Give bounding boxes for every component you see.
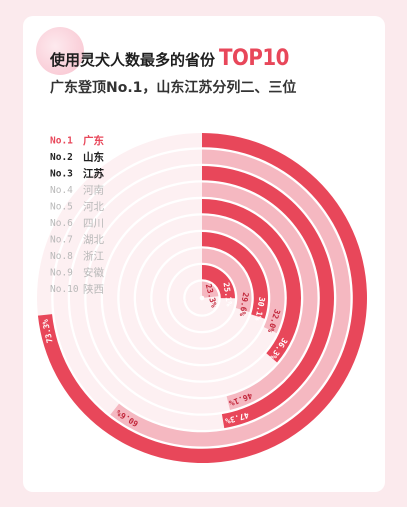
rank-label-group: No.1 广东 No.2 山东 No.3 江苏 No.4 河南 No.5 河北 No.6 四川 No.7… — [50, 134, 104, 296]
title-main: 使用灵犬人数最多的省份 — [50, 51, 216, 69]
bar-河南 — [202, 182, 318, 411]
ring-track-8 — [152, 248, 250, 348]
province-label: 四川 — [83, 218, 104, 230]
province-label: 陕西 — [83, 283, 104, 296]
rank-label: No.4 — [50, 185, 73, 196]
province-label: 江苏 — [83, 167, 104, 180]
track-group — [36, 133, 278, 430]
rank-label: No.2 — [50, 152, 73, 163]
rank-label: No.6 — [50, 218, 73, 229]
bar-山东 — [110, 149, 351, 447]
rank-label: No.10 — [50, 284, 79, 295]
chart-subtitle: 广东登顶No.1，山东江苏分列二、三位 — [50, 80, 297, 96]
ring-track-5 — [102, 199, 278, 397]
province-label: 浙江 — [83, 251, 104, 263]
ring-track-10 — [185, 281, 219, 315]
rank-label: No.8 — [50, 251, 73, 262]
province-label: 河南 — [83, 184, 104, 197]
province-label: 山东 — [83, 151, 104, 164]
ring-track-2 — [53, 149, 202, 415]
province-label: 安徽 — [83, 266, 104, 279]
value-label: 29.6% — [238, 292, 250, 317]
bar-浙江 — [202, 248, 252, 313]
title-highlight: TOP10 — [219, 46, 289, 71]
chart-title: 使用灵犬人数最多的省份 TOP10 — [50, 46, 289, 76]
bar-河北 — [202, 199, 301, 363]
rank-label: No.3 — [50, 169, 73, 180]
bar-group — [37, 133, 367, 463]
rank-label: No.9 — [50, 268, 73, 279]
rank-label: No.1 — [50, 136, 73, 147]
rank-label: No.7 — [50, 235, 73, 246]
ring-track-9 — [168, 265, 235, 332]
province-label: 河北 — [83, 201, 104, 213]
bar-江苏 — [202, 166, 334, 429]
decorative-circle — [36, 27, 84, 75]
bar-陕西 — [202, 281, 219, 298]
value-label: 25.1% — [222, 282, 234, 307]
province-label: 广东 — [83, 134, 104, 147]
bar-四川 — [202, 215, 285, 334]
value-label: 30.1% — [253, 296, 266, 322]
province-label: 湖北 — [83, 234, 104, 246]
bar-安徽 — [202, 265, 235, 299]
bar-湖北 — [202, 232, 269, 319]
ring-track-1 — [36, 133, 202, 316]
rank-label: No.5 — [50, 202, 73, 213]
